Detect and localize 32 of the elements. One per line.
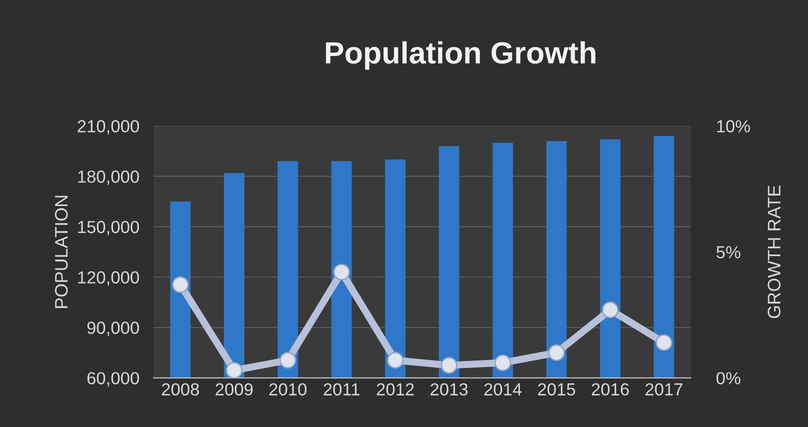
y2-axis-title: GROWTH RATE xyxy=(768,186,781,318)
point xyxy=(386,352,404,369)
y-tick-label: 120,000 xyxy=(78,271,139,286)
chart-title: Population Growth xyxy=(326,41,596,70)
x-tick-label: 2011 xyxy=(324,383,360,396)
x-tick-label: 2013 xyxy=(430,383,468,396)
x-tick-label: 2015 xyxy=(538,383,576,396)
point xyxy=(226,362,242,378)
point xyxy=(602,302,619,318)
point xyxy=(548,344,565,362)
x-tick-label: 2017 xyxy=(646,383,682,396)
y-tick-label: 180,000 xyxy=(78,170,139,185)
x-tick-label: 2016 xyxy=(592,383,629,396)
x-tick-label: 2009 xyxy=(216,383,253,396)
x-tick-label: 2012 xyxy=(376,383,414,396)
y-tick-label: 90,000 xyxy=(87,322,139,336)
y2-tick-label: 0% xyxy=(716,372,740,384)
y-axis-title: POPULATION xyxy=(54,196,68,308)
y-tick-label: 150,000 xyxy=(78,220,139,236)
point xyxy=(280,352,296,369)
point xyxy=(172,276,189,294)
y-tick-label: 60,000 xyxy=(87,372,139,386)
y2-tick-label: 5% xyxy=(716,246,740,258)
y2-tick-label: 10% xyxy=(717,120,750,132)
point xyxy=(656,334,672,351)
x-tick-label: 2010 xyxy=(269,383,306,396)
point xyxy=(494,354,512,372)
point xyxy=(333,264,350,280)
x-tick-label: 2014 xyxy=(484,383,522,396)
y-tick-label: 210,000 xyxy=(78,120,139,134)
x-tick-label: 2008 xyxy=(162,383,199,396)
point xyxy=(440,356,458,374)
